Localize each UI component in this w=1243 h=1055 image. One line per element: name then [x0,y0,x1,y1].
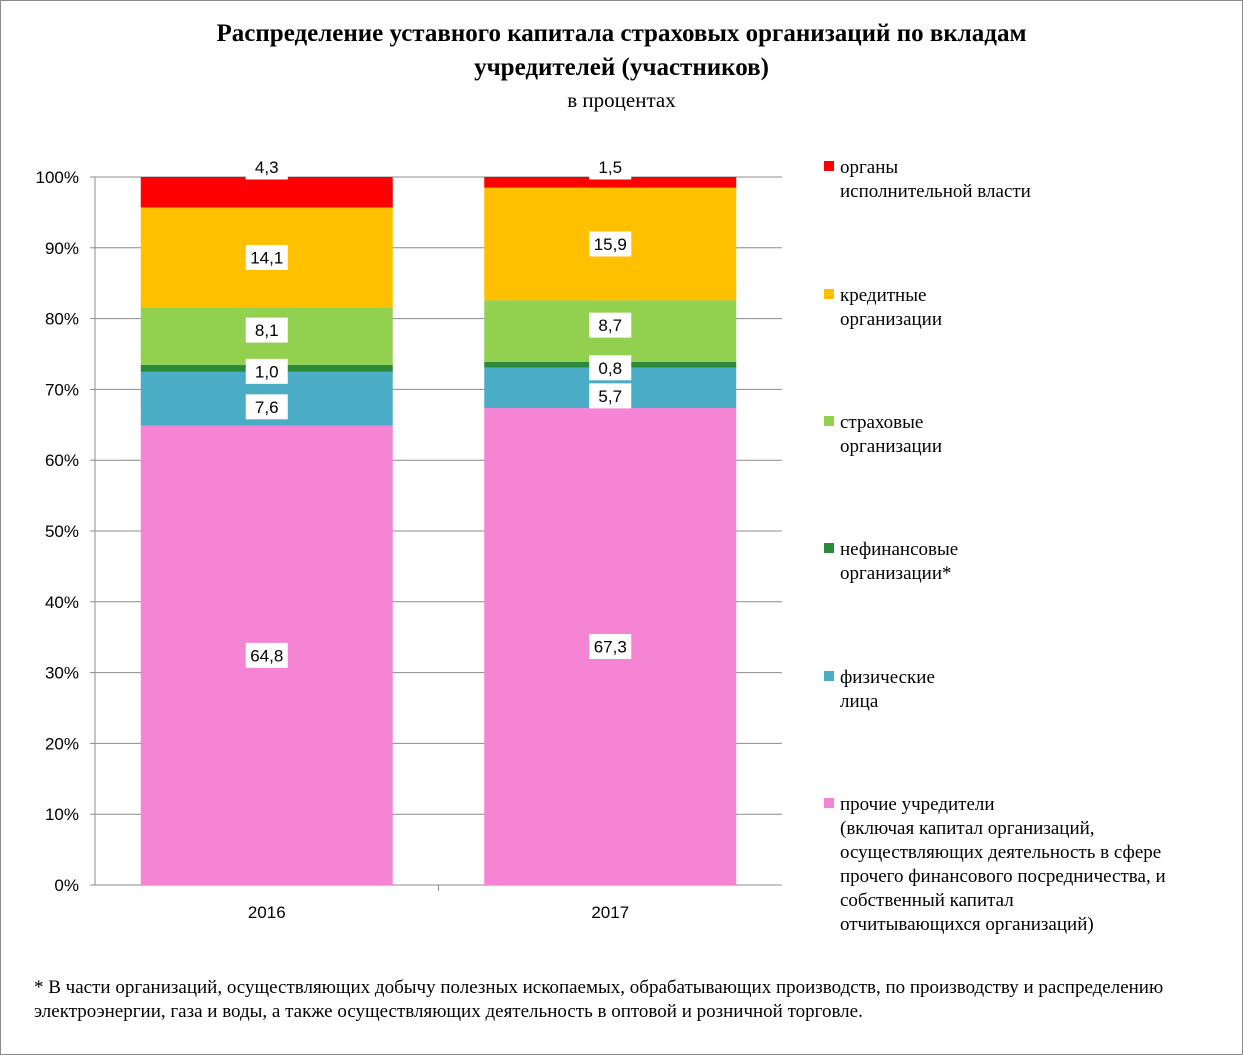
legend-label: органы исполнительной власти [840,157,1031,202]
data-label-box [589,154,632,180]
legend-label: кредитные организации [840,285,943,330]
legend-swatch [824,671,834,681]
bar-segment [140,177,393,208]
data-label-box [589,312,632,338]
data-label-box [245,358,288,384]
chart-title-line1: Распределение уставного капитала страхов… [216,20,1027,47]
legend-swatch [824,161,834,171]
bar-segment [484,177,737,188]
data-label: 8,1 [255,321,279,340]
y-tick-label: 20% [45,734,79,753]
data-label: 14,1 [250,248,283,267]
data-label: 4,3 [255,158,279,177]
data-label-box [589,634,632,660]
data-label-box [245,394,288,420]
x-tick-label: 2016 [248,903,286,922]
data-label: 15,9 [594,235,627,254]
data-label-box [589,231,632,257]
y-tick-label: 50% [45,522,79,541]
y-tick-label: 80% [45,310,79,329]
data-label: 1,0 [255,362,279,381]
data-label: 64,8 [250,646,283,665]
legend-label: нефинансовые организации* [840,539,959,584]
stacked-bar-chart: 0% 10% 20% 30% 40% 50% 60% 70% 80% 90% 100% 2016 201… [35,154,782,922]
x-tick-label: 2017 [591,903,629,922]
y-tick-label: 100% [36,168,79,187]
data-label-box [245,642,288,668]
legend-label: прочие учредители (включая капитал орган… [840,794,1166,935]
legend-swatch [824,543,834,553]
y-tick-label: 40% [45,593,79,612]
data-label: 0,8 [598,359,622,378]
data-label-box [589,383,632,409]
data-label: 5,7 [598,387,622,406]
data-label: 1,5 [598,158,622,177]
legend-label: страховые организации [840,412,943,457]
y-tick-label: 60% [45,451,79,470]
data-label-box [589,355,632,381]
data-label-box [245,154,288,180]
legend-swatch [824,798,834,808]
data-label: 67,3 [594,638,627,657]
legend-swatch [824,416,834,426]
chart-title-line2: учредителей (участников) [474,54,769,81]
y-tick-label: 0% [54,876,79,895]
y-tick-label: 70% [45,380,79,399]
chart-subtitle: в процентах [567,88,676,112]
y-tick-label: 30% [45,664,79,683]
legend-swatch [824,289,834,299]
data-label: 8,7 [598,316,622,335]
data-label-box [245,244,288,270]
data-label: 7,6 [255,398,279,417]
y-tick-label: 90% [45,239,79,258]
y-tick-label: 10% [45,805,79,824]
footnote: * В части организаций, осуществляющих до… [34,977,1164,1022]
legend-label: физические лица [840,667,935,712]
data-label-box [245,317,288,343]
